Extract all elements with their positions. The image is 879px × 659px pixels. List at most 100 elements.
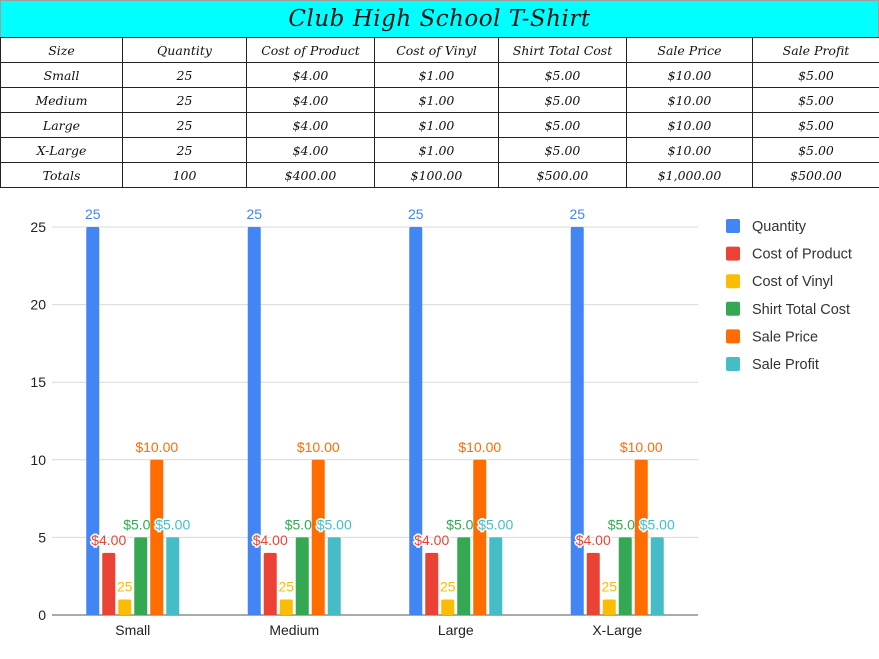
y-tick-label: 0 [38,607,46,623]
bar[interactable] [328,537,341,615]
bar[interactable] [489,537,502,615]
data-label: $4.00 [576,532,611,548]
bar[interactable] [635,460,648,615]
legend-entry[interactable]: Quantity [752,219,807,235]
sheet-title[interactable]: Club High School T-Shirt [0,0,879,38]
bar[interactable] [619,537,632,615]
bar[interactable] [457,537,470,615]
table-cell[interactable]: $1.00 [375,88,499,113]
bar[interactable] [409,227,422,615]
table-cell[interactable]: 25 [123,63,247,88]
bar[interactable] [166,537,179,615]
column-header[interactable]: Sale Price [627,38,753,63]
table-cell[interactable]: $5.00 [753,88,879,113]
table-cell[interactable]: $5.00 [499,63,627,88]
table-cell[interactable]: $5.00 [499,88,627,113]
table-cell[interactable]: $5.00 [753,138,879,163]
table-cell[interactable]: $100.00 [375,163,499,188]
table-cell[interactable]: Medium [1,88,123,113]
table-cell[interactable]: Large [1,113,123,138]
bar[interactable] [441,599,454,615]
column-header[interactable]: Shirt Total Cost [499,38,627,63]
table-cell[interactable]: $1.00 [375,63,499,88]
data-label: $5.00 [478,516,513,532]
data-label: $4.00 [91,532,126,548]
data-label: 25 [278,578,294,594]
data-label: $5.00 [155,516,190,532]
bar[interactable] [264,553,277,615]
bar[interactable] [280,599,293,615]
table-cell[interactable]: $500.00 [753,163,879,188]
bar[interactable] [571,227,584,615]
column-header[interactable]: Cost of Product [247,38,375,63]
bar[interactable] [312,460,325,615]
y-tick-label: 25 [30,219,46,235]
table-cell[interactable]: $4.00 [247,63,375,88]
data-label: 25 [408,206,424,222]
data-label: $4.00 [414,532,449,548]
table-cell[interactable]: $500.00 [499,163,627,188]
bar[interactable] [102,553,115,615]
table-cell[interactable]: $1.00 [375,138,499,163]
table-cell[interactable]: 25 [123,88,247,113]
table-cell[interactable]: $10.00 [627,113,753,138]
table-cell[interactable]: $5.00 [499,113,627,138]
table-cell[interactable]: $5.00 [753,63,879,88]
table-cell[interactable]: $400.00 [247,163,375,188]
bar[interactable] [473,460,486,615]
bar[interactable] [587,553,600,615]
y-tick-label: 20 [30,297,46,313]
table-cell[interactable]: 25 [123,113,247,138]
column-header[interactable]: Cost of Vinyl [375,38,499,63]
bar[interactable] [425,553,438,615]
table-cell[interactable]: X-Large [1,138,123,163]
bar[interactable] [651,537,664,615]
table-cell[interactable]: $4.00 [247,113,375,138]
legend-entry[interactable]: Sale Profit [752,357,819,373]
legend-entry[interactable]: Sale Price [752,329,818,345]
table-cell[interactable]: $5.00 [753,113,879,138]
data-label: $10.00 [297,439,340,455]
column-header[interactable]: Sale Profit [753,38,879,63]
table-cell[interactable]: $5.00 [499,138,627,163]
legend-entry[interactable]: Shirt Total Cost [752,302,850,318]
table-cell[interactable]: $4.00 [247,88,375,113]
bar[interactable] [296,537,309,615]
bar[interactable] [134,537,147,615]
column-header[interactable]: Quantity [123,38,247,63]
bar-chart[interactable]: 051015202525$4.0025$5.00$10.00$5.00Small… [0,195,879,655]
data-label: $5.00 [317,516,352,532]
bar[interactable] [248,227,261,615]
column-header[interactable]: Size [1,38,123,63]
table-cell[interactable]: Totals [1,163,123,188]
table-cell[interactable]: $10.00 [627,138,753,163]
data-label: 25 [440,578,456,594]
x-tick-label: X-Large [592,622,642,638]
table-cell[interactable]: $1.00 [375,113,499,138]
table-cell[interactable]: 25 [123,138,247,163]
bar[interactable] [150,460,163,615]
y-tick-label: 10 [30,452,46,468]
table-cell[interactable]: 100 [123,163,247,188]
legend-swatch [726,247,740,261]
x-tick-label: Small [115,622,150,638]
legend-entry[interactable]: Cost of Vinyl [752,274,833,290]
bar[interactable] [86,227,99,615]
data-label: 25 [601,578,617,594]
table-cell[interactable]: $10.00 [627,88,753,113]
legend-entry[interactable]: Cost of Product [752,247,852,263]
table-cell[interactable]: $1,000.00 [627,163,753,188]
table-cell[interactable]: $4.00 [247,138,375,163]
data-label: $10.00 [620,439,663,455]
data-label: $5.00 [640,516,675,532]
table-cell[interactable]: Small [1,63,123,88]
bar[interactable] [118,599,131,615]
bar[interactable] [603,599,616,615]
table-cell[interactable]: $10.00 [627,63,753,88]
